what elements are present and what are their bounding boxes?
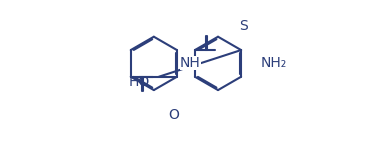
Text: HO: HO xyxy=(128,75,150,89)
Text: NH: NH xyxy=(180,56,201,70)
Text: O: O xyxy=(168,108,179,122)
Text: S: S xyxy=(239,19,248,33)
Text: NH₂: NH₂ xyxy=(260,56,286,70)
